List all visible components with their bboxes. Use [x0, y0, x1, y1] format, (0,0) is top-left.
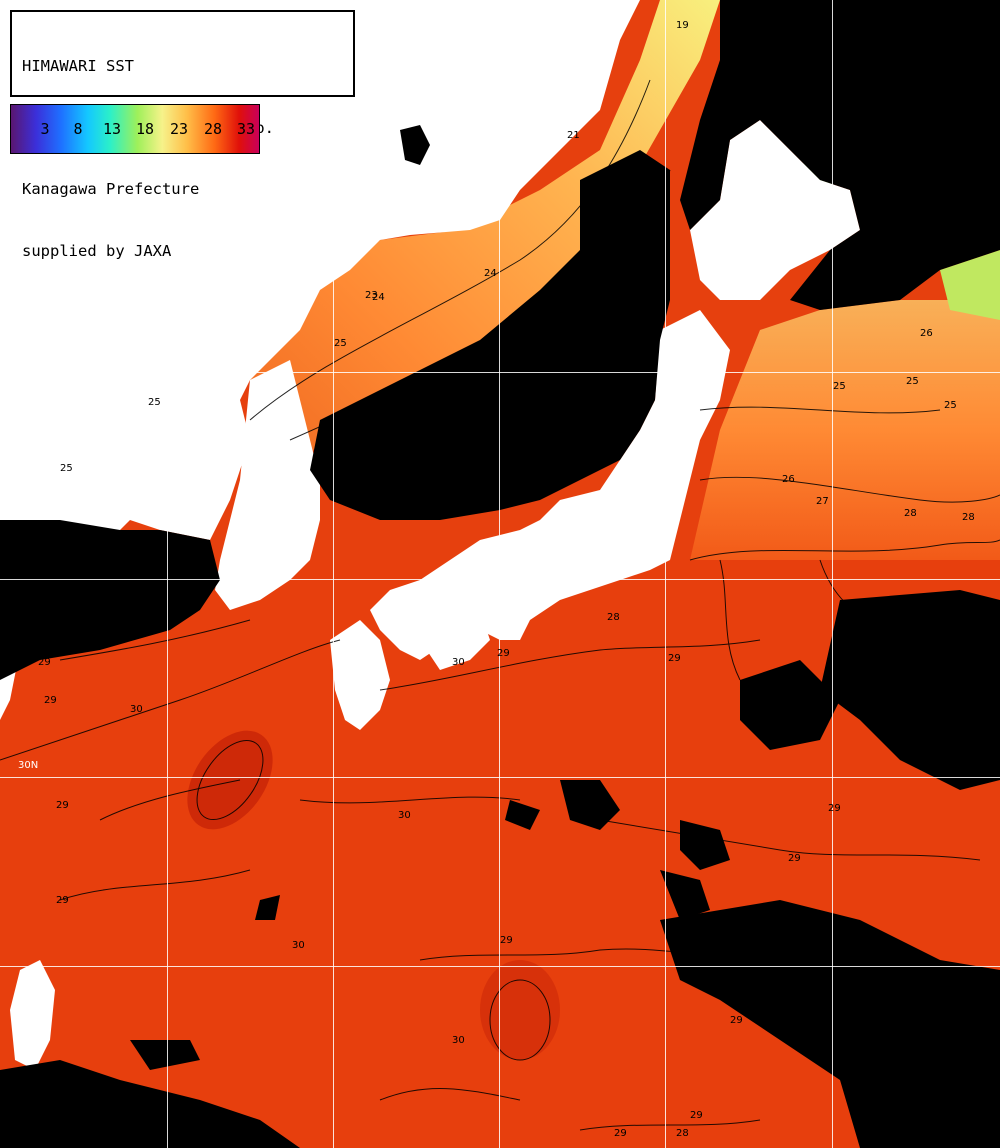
contour-label: 24: [484, 268, 497, 279]
contour-label: 27: [816, 496, 829, 507]
provider-org: Kanagawa Prefecture: [22, 180, 200, 198]
contour-label: 30: [452, 657, 465, 668]
contour-label: 29: [500, 935, 513, 946]
contour-label: 30: [452, 1035, 465, 1046]
contour-label: 28: [782, 730, 795, 741]
grid-parallel: [0, 579, 1000, 580]
cloud-east-china-sea: [0, 520, 220, 680]
legend-tick: 28: [203, 120, 223, 138]
contour-label: 21: [567, 130, 580, 141]
grid-meridian: [167, 0, 168, 1148]
contour-label: 29: [730, 1015, 743, 1026]
product-title: HIMAWARI SST: [22, 57, 134, 75]
contour-label: 29: [56, 895, 69, 906]
korea-land: [215, 360, 320, 610]
contour-label: 29: [497, 648, 510, 659]
contour-label: 25: [944, 400, 957, 411]
hokkaido-land: [690, 120, 860, 300]
pacific-northeast: [690, 300, 1000, 560]
legend-tick: 13: [102, 120, 122, 138]
contour-label: 29: [200, 1125, 213, 1136]
temperature-legend: 3 8 13 18 23 28 33: [10, 104, 260, 154]
grid-meridian: [665, 0, 666, 1148]
latitude-label: 40N: [18, 353, 39, 364]
contour-label: 25: [833, 381, 846, 392]
contour-label: 29: [690, 1110, 703, 1121]
contour-label: 29: [38, 657, 51, 668]
contour-label: 29: [668, 653, 681, 664]
contour-label: 29: [44, 695, 57, 706]
grid-parallel: [0, 777, 1000, 778]
shikoku-land: [420, 610, 490, 670]
legend-tick: 23: [169, 120, 189, 138]
contour-label: 25: [60, 463, 73, 474]
cloud-japan-sea: [310, 150, 670, 520]
sst-contours: [0, 79, 1000, 1131]
grid-parallel: [0, 372, 1000, 373]
cloud-southwest: [0, 1060, 300, 1148]
legend-tick: 8: [73, 120, 83, 138]
legend-tick: 18: [135, 120, 155, 138]
grid-meridian: [333, 0, 334, 1148]
latitude-label: 30N: [18, 760, 39, 771]
cloud-okhotsk: [660, 0, 1000, 310]
contour-label: 28: [904, 508, 917, 519]
taiwan-land: [10, 960, 55, 1070]
contour-label: 30: [398, 810, 411, 821]
kyushu-land: [330, 620, 390, 730]
contour-label: 28: [676, 1128, 689, 1139]
grid-meridian: [499, 0, 500, 1148]
cloud-pacific-southeast: [660, 900, 1000, 1148]
contour-label: 26: [920, 328, 933, 339]
cloud-pacific-east: [820, 590, 1000, 790]
contour-label: 26: [782, 474, 795, 485]
contour-label: 29: [56, 800, 69, 811]
legend-tick: 33: [236, 120, 256, 138]
contour-label: 28: [962, 512, 975, 523]
contour-label: 25: [906, 376, 919, 387]
contour-label: 30: [292, 940, 305, 951]
map-title-box: HIMAWARI SST 2025/09/07 02(UTC) 3H Comp.…: [10, 10, 355, 260]
japan-sea: [250, 0, 720, 470]
contour-label: 29: [614, 1128, 627, 1139]
legend-tick: 3: [40, 120, 50, 138]
contour-label: 28: [786, 668, 799, 679]
contour-label: 29: [828, 803, 841, 814]
contour-label: 30: [130, 704, 143, 715]
contour-label: 25: [334, 338, 347, 349]
contour-label: 23: [365, 290, 378, 301]
contour-label: 29: [906, 1070, 919, 1081]
contour-label: 25: [148, 397, 161, 408]
contour-label: 29: [788, 853, 801, 864]
grid-parallel: [0, 966, 1000, 967]
contour-label: 28: [607, 612, 620, 623]
contour-label: 19: [676, 20, 689, 31]
grid-meridian: [832, 0, 833, 1148]
contour-label: 24: [372, 292, 385, 303]
honshu-land: [370, 310, 730, 660]
data-source: supplied by JAXA: [22, 241, 172, 260]
